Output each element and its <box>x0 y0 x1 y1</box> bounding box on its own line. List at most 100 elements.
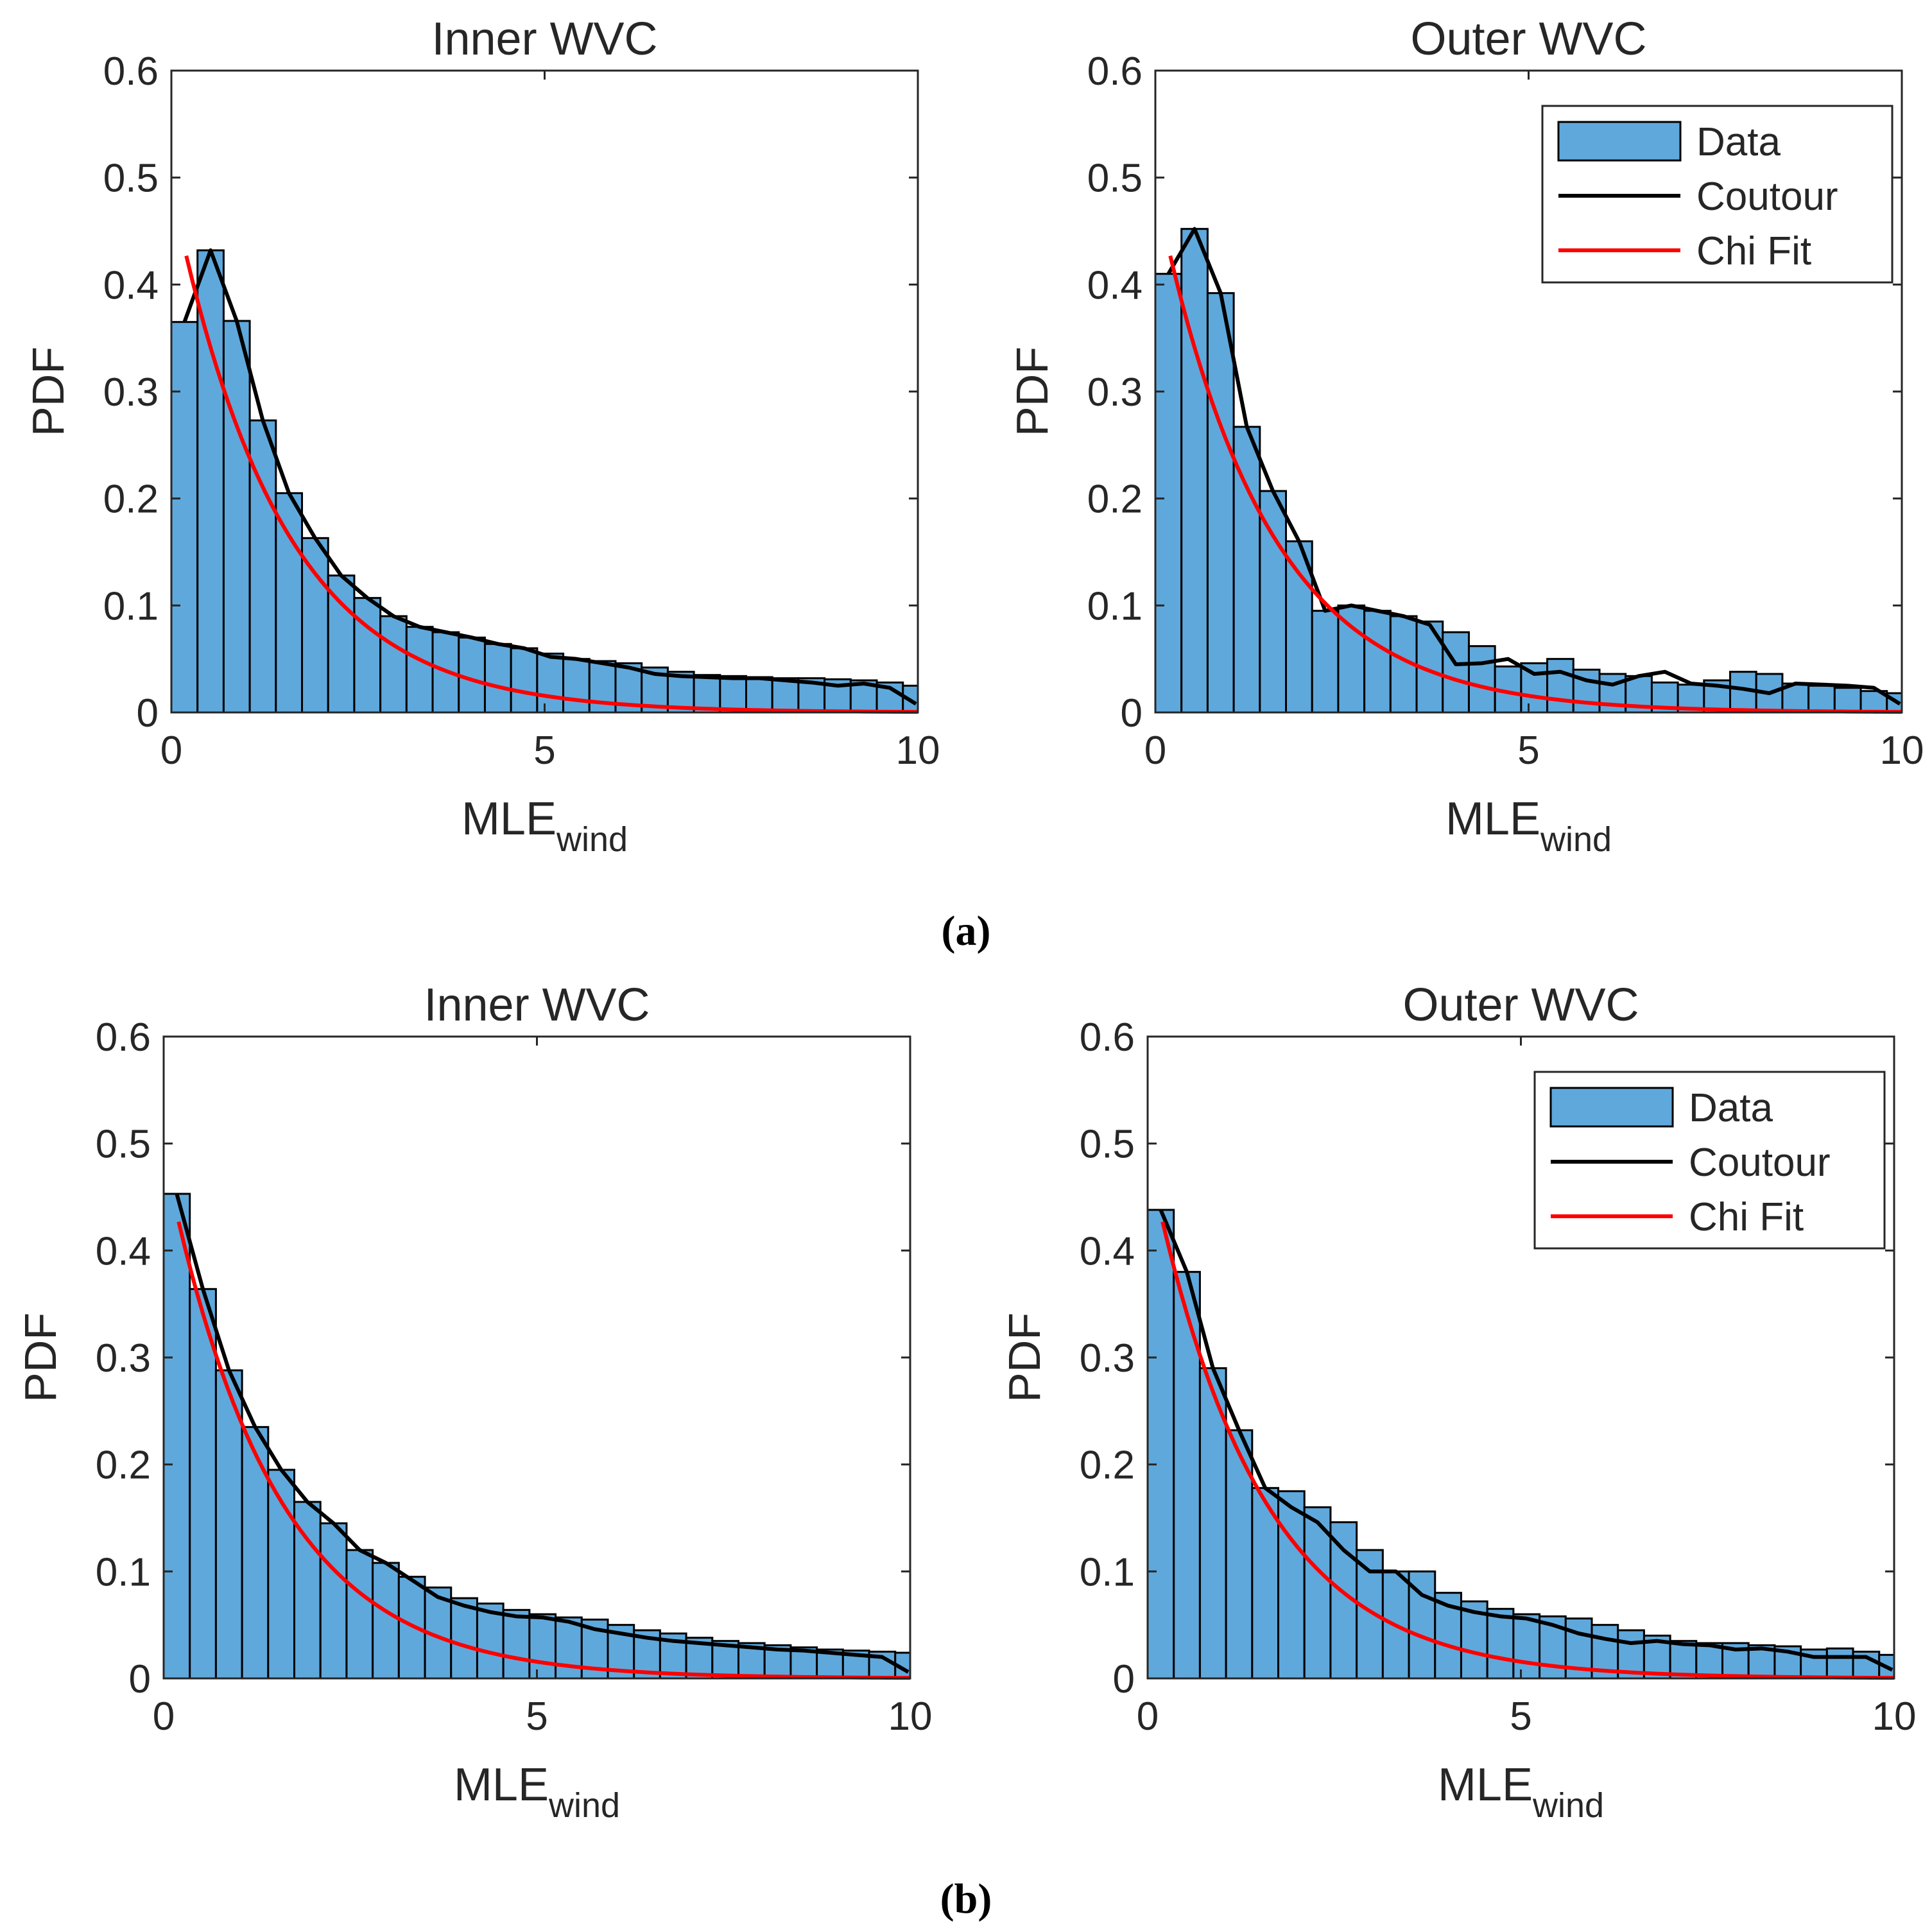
legend-label: Data <box>1689 1086 1773 1130</box>
x-axis-label-main: MLE <box>454 1759 549 1811</box>
x-tick-label: 10 <box>1880 728 1924 773</box>
y-tick-label: 0.6 <box>96 1015 151 1060</box>
histogram-bar <box>528 1613 557 1680</box>
legend: Data Coutour Chi Fit <box>1541 105 1893 284</box>
y-tick-label: 0.5 <box>96 1123 151 1167</box>
x-tick-label: 0 <box>153 1694 175 1739</box>
x-axis-label-subscript: wind <box>556 820 628 859</box>
x-axis-label-subscript: wind <box>1532 1786 1604 1825</box>
histogram-bar <box>1833 687 1862 714</box>
x-tick-label: 5 <box>1510 1694 1531 1739</box>
y-tick-label: 0.1 <box>1087 584 1143 628</box>
x-axis-label-main: MLE <box>1445 793 1540 845</box>
legend-label: Coutour <box>1689 1141 1831 1185</box>
histogram-bar <box>1442 631 1470 714</box>
panel-caption-b: (b) <box>940 1875 992 1922</box>
histogram-bar <box>319 1522 348 1680</box>
y-axis-label: PDF <box>999 1313 1049 1402</box>
histogram-bar <box>1154 273 1183 714</box>
y-tick-label: 0.1 <box>96 1550 151 1594</box>
y-tick-label: 0.6 <box>103 49 159 94</box>
x-tick-label: 0 <box>1144 728 1166 773</box>
y-tick-label: 0.2 <box>1080 1443 1135 1488</box>
x-tick-label: 10 <box>896 728 940 773</box>
x-tick-label: 10 <box>1872 1694 1917 1739</box>
x-tick-label: 0 <box>160 728 182 773</box>
histogram-bar <box>771 677 800 714</box>
histogram-bar <box>1729 671 1757 714</box>
histogram-bar <box>170 321 199 714</box>
histogram-bar <box>1146 1209 1175 1680</box>
y-tick-label: 0.3 <box>96 1336 151 1381</box>
contour-line <box>182 248 917 706</box>
y-tick-label: 0.3 <box>1080 1336 1135 1381</box>
histogram-bar <box>353 597 382 714</box>
y-tick-label: 0 <box>137 691 159 736</box>
histogram-bar <box>1206 292 1235 714</box>
histogram-bar <box>1825 1647 1854 1680</box>
histogram-bar <box>162 1193 191 1680</box>
legend-label: Data <box>1696 120 1781 164</box>
legend-swatch-data <box>1557 121 1682 162</box>
chart-panel-2: 0 0.1 0.2 0.3 0.4 0.5 0.6 0 5 10 Outer WVC PDF MLEwi… <box>1007 13 1924 859</box>
x-tick-label: 10 <box>888 1694 933 1739</box>
legend-swatch-data <box>1549 1087 1674 1128</box>
histogram-bar <box>1259 490 1288 714</box>
y-tick-label: 0.6 <box>1080 1015 1135 1060</box>
histogram-bar <box>1363 610 1392 714</box>
x-axis-label-subscript: wind <box>548 1786 620 1825</box>
contour-line <box>1166 227 1901 706</box>
chart-title: Inner WVC <box>424 979 650 1031</box>
histogram-bar <box>405 626 434 714</box>
y-tick-label: 0 <box>1113 1657 1135 1702</box>
chi-fit-curve <box>1168 255 1902 714</box>
y-tick-label: 0.2 <box>1087 478 1143 522</box>
histogram-bar <box>536 652 565 714</box>
histogram-bar <box>555 1616 583 1680</box>
legend: Data Coutour Chi Fit <box>1533 1071 1886 1250</box>
y-tick-label: 0.1 <box>103 584 159 628</box>
contour-line <box>1159 1209 1893 1672</box>
chart-panel-3: 0 0.1 0.2 0.3 0.4 0.5 0.6 0 5 10 Inner WVC PDF MLEwi… <box>15 979 932 1825</box>
y-tick-label: 0.1 <box>1080 1550 1135 1594</box>
x-tick-label: 5 <box>1517 728 1539 773</box>
histogram-bar <box>222 320 251 714</box>
y-tick-label: 0.4 <box>96 1229 151 1273</box>
histogram-bar <box>1180 228 1209 714</box>
y-tick-label: 0.6 <box>1087 49 1143 94</box>
y-axis-label: PDF <box>1007 347 1057 436</box>
histogram-bar <box>719 675 748 714</box>
histogram-bar <box>241 1426 270 1680</box>
y-axis-label: PDF <box>15 1313 65 1402</box>
histogram-bar <box>510 647 539 714</box>
histogram-bar <box>1669 1640 1698 1680</box>
y-tick-label: 0.5 <box>1080 1123 1135 1167</box>
y-tick-label: 0.4 <box>1087 263 1143 307</box>
x-axis-label: MLEwind <box>454 1759 620 1825</box>
histogram-bar <box>1277 1490 1306 1680</box>
histogram-bar <box>1467 645 1496 714</box>
legend-label: Chi Fit <box>1689 1195 1804 1239</box>
histogram-bar <box>562 658 591 714</box>
y-tick-label: 0 <box>129 1657 151 1702</box>
x-axis-label-main: MLE <box>1438 1759 1533 1811</box>
histogram-bar <box>372 1562 400 1680</box>
histogram-bar <box>483 642 512 714</box>
y-tick-label: 0.5 <box>1087 157 1143 201</box>
legend-label: Coutour <box>1696 175 1838 219</box>
x-tick-label: 5 <box>526 1694 548 1739</box>
histogram-bar <box>275 492 304 714</box>
x-axis-label: MLEwind <box>461 793 628 859</box>
y-tick-label: 0 <box>1121 691 1143 736</box>
y-tick-label: 0.3 <box>1087 370 1143 415</box>
histogram-bar <box>345 1549 374 1680</box>
chart-title: Outer WVC <box>1410 13 1646 65</box>
chart-panel-4: 0 0.1 0.2 0.3 0.4 0.5 0.6 0 5 10 Outer WVC PDF MLEwi… <box>999 979 1916 1825</box>
histogram-bar <box>502 1608 531 1680</box>
histogram-bar <box>450 1597 478 1680</box>
chi-fit-curve <box>184 255 919 714</box>
histogram-bar <box>1486 1608 1515 1680</box>
x-axis-label: MLEwind <box>1445 793 1612 859</box>
chart-panel-1: 0 0.1 0.2 0.3 0.4 0.5 0.6 0 5 10 Inner WVC PDF MLEwi… <box>23 13 940 859</box>
histogram-bar <box>1311 610 1340 714</box>
